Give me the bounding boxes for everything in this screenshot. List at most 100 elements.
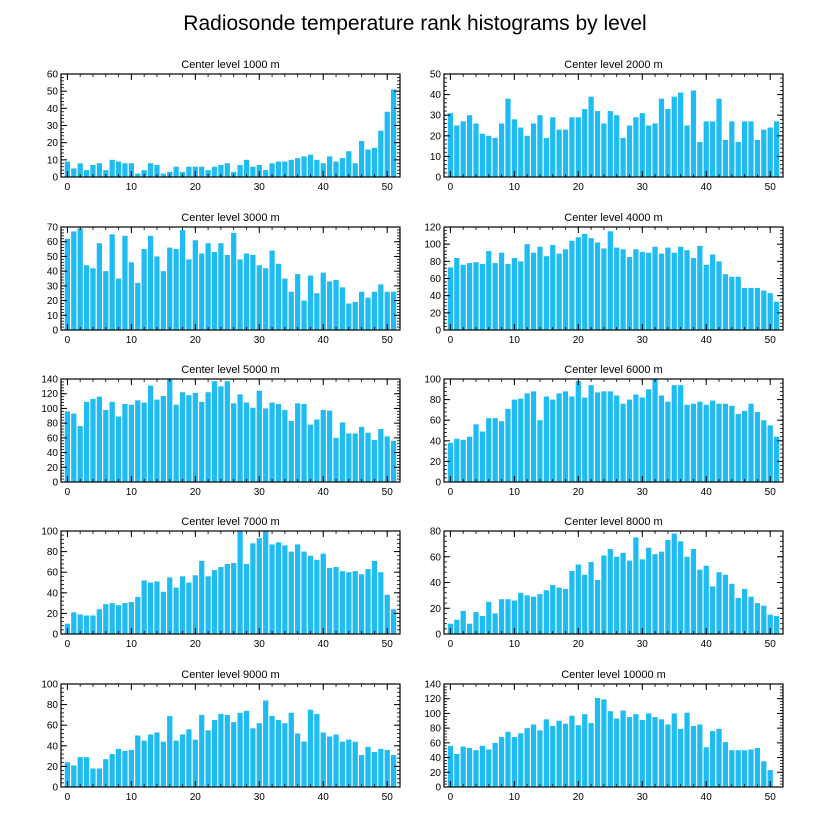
bar <box>263 700 269 787</box>
y-tick-label: 60 <box>47 721 59 732</box>
bar <box>460 610 466 634</box>
bar <box>333 437 339 482</box>
x-tick-label: 20 <box>190 182 202 193</box>
bar <box>64 411 71 482</box>
bar <box>263 170 269 177</box>
panel-title: Center level 8000 m <box>564 516 662 528</box>
bar <box>460 121 466 177</box>
bar <box>716 98 722 177</box>
bar <box>90 164 96 177</box>
bar <box>122 163 128 177</box>
bar <box>327 281 333 330</box>
x-tick-label: 10 <box>509 182 521 193</box>
bar <box>511 736 517 787</box>
bar <box>256 723 262 787</box>
bar <box>447 267 454 330</box>
y-tick-label: 40 <box>47 104 59 115</box>
y-tick-label: 40 <box>430 90 442 101</box>
bar <box>665 401 671 482</box>
bar <box>569 240 575 330</box>
bar <box>275 161 282 177</box>
bar <box>614 718 620 787</box>
bar <box>550 725 556 787</box>
x-tick-label: 40 <box>318 335 330 346</box>
x-tick-label: 20 <box>190 639 202 650</box>
bar <box>466 263 473 330</box>
bar <box>250 407 256 482</box>
y-tick-label: 20 <box>430 604 442 615</box>
bar <box>288 159 294 177</box>
bar <box>141 740 147 787</box>
bar <box>339 571 346 634</box>
panel-7: Center level 7000 m 0 10 20 30 40 50 0 20 40 60 80 1… <box>41 516 401 650</box>
bar <box>761 290 767 330</box>
bar <box>773 301 780 330</box>
bar <box>505 408 511 482</box>
bar <box>620 137 626 177</box>
bar <box>582 714 588 787</box>
bar <box>160 395 166 482</box>
bar <box>154 399 160 482</box>
bar <box>186 259 192 330</box>
bar <box>109 754 115 787</box>
x-tick-label: 50 <box>765 639 777 650</box>
bar <box>735 414 741 482</box>
bar <box>243 159 250 177</box>
x-tick-label: 50 <box>765 182 777 193</box>
x-tick-label: 10 <box>126 182 138 193</box>
bar <box>626 717 633 787</box>
bar <box>722 742 729 787</box>
bar <box>498 421 505 482</box>
x-tick-label: 30 <box>254 792 266 803</box>
bar <box>652 554 658 634</box>
bar <box>103 409 109 482</box>
bar <box>556 253 562 330</box>
y-tick-label: 20 <box>47 138 59 149</box>
panel-title: Center level 3000 m <box>181 212 279 224</box>
bar <box>179 229 186 330</box>
bar <box>518 127 524 177</box>
bar <box>665 540 671 634</box>
y-tick-label: 100 <box>424 709 441 720</box>
bar <box>761 761 767 787</box>
bar <box>473 123 479 177</box>
bar <box>275 404 282 482</box>
x-tick-label: 0 <box>65 487 71 498</box>
plot-frame <box>60 530 401 635</box>
y-tick-label: 20 <box>47 609 59 620</box>
bar <box>224 714 230 787</box>
bar <box>569 396 575 482</box>
bar <box>269 402 275 482</box>
bar <box>147 235 154 330</box>
bar <box>295 403 301 482</box>
y-tick-label: 10 <box>47 311 59 322</box>
bar <box>301 156 307 177</box>
bar <box>562 723 569 787</box>
bar <box>447 442 454 482</box>
bar <box>594 392 601 482</box>
bar <box>722 274 729 330</box>
bar <box>384 291 390 330</box>
bar <box>339 741 346 787</box>
bar <box>697 569 703 634</box>
bar <box>646 252 652 330</box>
x-tick-label: 20 <box>573 335 585 346</box>
bar <box>307 275 314 330</box>
bar <box>498 123 505 177</box>
bar <box>256 164 262 177</box>
bar <box>231 722 237 787</box>
bar <box>588 238 594 330</box>
bar <box>199 714 205 787</box>
bar <box>147 734 154 787</box>
bar <box>492 742 498 787</box>
panel-1: Center level 1000 m 0 10 20 30 40 50 0 10 20 30 40 5… <box>47 59 401 193</box>
bar <box>684 404 690 482</box>
bar <box>767 770 773 787</box>
bar <box>543 137 549 177</box>
bar <box>716 403 722 482</box>
x-tick-label: 10 <box>126 487 138 498</box>
bar <box>359 291 365 330</box>
bar <box>575 564 581 634</box>
bar <box>275 263 282 330</box>
